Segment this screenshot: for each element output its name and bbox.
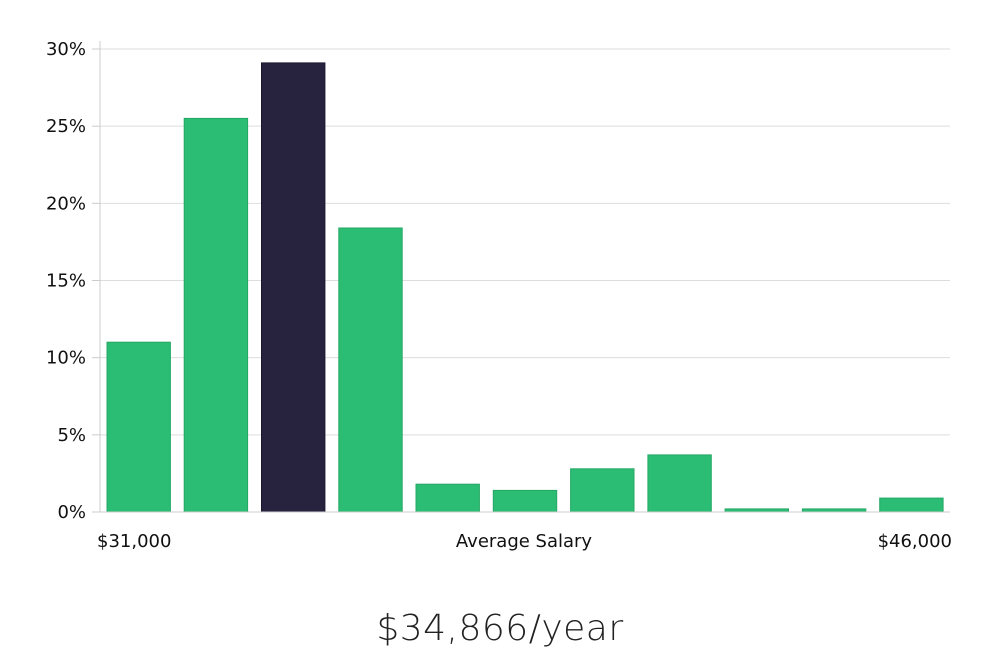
bar-highlighted [261, 62, 326, 513]
bar [879, 497, 944, 513]
y-tick-label: 10% [46, 348, 86, 369]
bar [647, 454, 712, 513]
y-tick-label: 5% [57, 425, 86, 446]
y-tick-label: 30% [46, 39, 86, 60]
y-tick-label: 0% [57, 502, 86, 523]
bar [415, 483, 480, 513]
y-tick-label: 15% [46, 271, 86, 292]
bar [106, 341, 171, 513]
x-max-label: $46,000 [878, 531, 952, 552]
x-min-label: $31,000 [97, 531, 171, 552]
average-salary-value: $34,866/year [376, 608, 624, 649]
x-axis-title: Average Salary [456, 531, 593, 552]
bars [106, 62, 944, 513]
bar [570, 468, 635, 513]
salary-histogram: 0% 5% 10% 15% 20% 25% 30% $31,000 Average Sala… [46, 39, 952, 552]
bar [492, 489, 558, 513]
y-tick-label: 20% [46, 193, 86, 214]
y-tick-label: 25% [46, 116, 86, 137]
y-axis: 0% 5% 10% 15% 20% 25% 30% [46, 39, 101, 523]
bar [338, 227, 403, 513]
bar [183, 117, 249, 513]
